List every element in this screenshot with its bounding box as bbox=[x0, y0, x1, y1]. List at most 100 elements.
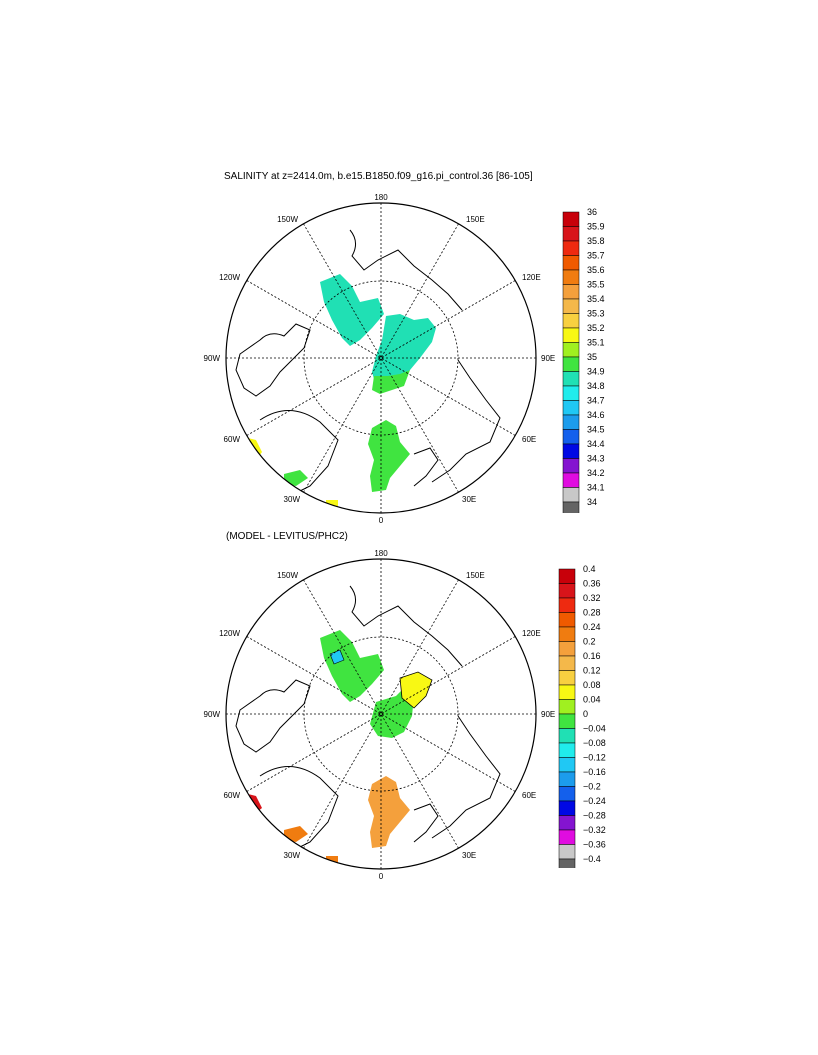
panel2-colorbar-label: −0.32 bbox=[583, 825, 606, 835]
panel1-title: SALINITY at z=2414.0m, b.e15.B1850.f09_g… bbox=[224, 171, 533, 182]
panel1-colorbar-swatch bbox=[562, 414, 580, 430]
panel2-colorbar-swatch bbox=[558, 771, 576, 787]
panel1-colorbar-swatch bbox=[562, 327, 580, 343]
panel1-colorbar-label: 34.7 bbox=[587, 396, 605, 406]
panel1-colorbar-swatch bbox=[562, 211, 580, 227]
panel1-colorbar-swatch bbox=[562, 458, 580, 474]
panel1-colorbar-swatch bbox=[562, 269, 580, 285]
panel2-lon-label: 90W bbox=[204, 710, 221, 719]
panel2-colorbar-swatch bbox=[558, 786, 576, 802]
panel1-colorbar-label: 35 bbox=[587, 352, 597, 362]
panel2-field-atlantic-1 bbox=[284, 826, 308, 842]
panel1-colorbar-swatch bbox=[562, 313, 580, 329]
panel1-colorbar-swatch bbox=[562, 226, 580, 242]
panel2-colorbar-swatch bbox=[558, 684, 576, 700]
panel1-colorbar-label: 34 bbox=[587, 497, 597, 507]
panel1-colorbar-swatch bbox=[562, 385, 580, 401]
panel2-colorbar-swatch bbox=[558, 742, 576, 758]
panel1-coastline-eurasia bbox=[431, 359, 501, 483]
panel1-colorbar-swatch bbox=[562, 255, 580, 271]
panel1-colorbar-swatch bbox=[562, 501, 580, 513]
panel2-colorbar-label: −0.2 bbox=[583, 782, 601, 792]
panel2-colorbar-label: 0.16 bbox=[583, 651, 601, 661]
panel2-lon-label: 0 bbox=[379, 872, 384, 881]
panel2-colorbar-label: 0.24 bbox=[583, 622, 601, 632]
panel1-colorbar-label: 34.4 bbox=[587, 439, 605, 449]
panel1-lon-label: 60W bbox=[224, 435, 241, 444]
panel1-colorbar-label: 34.5 bbox=[587, 425, 605, 435]
panel2-colorbar-label: 0.08 bbox=[583, 680, 601, 690]
panel1-coastline-greenland bbox=[259, 410, 339, 493]
panel2-colorbar-label: −0.16 bbox=[583, 767, 606, 777]
panel2-colorbar-swatch bbox=[558, 597, 576, 613]
panel2-colorbar-label: 0.28 bbox=[583, 608, 601, 618]
panel1-colorbar-label: 34.9 bbox=[587, 367, 605, 377]
panel2-colorbar-swatch bbox=[558, 583, 576, 599]
panel1-field-canada-basin bbox=[320, 274, 384, 346]
panel1-map-boundary bbox=[225, 202, 537, 514]
panel1-colorbar-swatch bbox=[562, 342, 580, 358]
panel2-lon-label: 180 bbox=[374, 549, 388, 558]
panel1-colorbar-label: 35.1 bbox=[587, 338, 605, 348]
panel1-lon-label: 120E bbox=[522, 273, 541, 282]
panel1-polar-map: 180 150E 150W 120E 120W 90E 90W 60E 60W … bbox=[204, 193, 556, 525]
panel1-lon-label: 90W bbox=[204, 354, 221, 363]
panel2-colorbar-swatch bbox=[558, 858, 576, 868]
panel1-field-lomonosov bbox=[372, 370, 410, 394]
panel2-colorbar-swatch bbox=[558, 728, 576, 744]
panel1-colorbar-label: 36 bbox=[587, 207, 597, 217]
panel2-colorbar-label: 0.32 bbox=[583, 593, 601, 603]
panel1-colorbar-swatch bbox=[562, 487, 580, 503]
panel1-lon-label: 30W bbox=[284, 495, 301, 504]
panel1-colorbar-swatch bbox=[562, 356, 580, 372]
panel2-colorbar-swatch bbox=[558, 641, 576, 657]
panel1-colorbar-label: 34.3 bbox=[587, 454, 605, 464]
panel2-colorbar-label: −0.24 bbox=[583, 796, 606, 806]
panel1-colorbar-swatch bbox=[562, 400, 580, 416]
panel2-lon-label: 120W bbox=[219, 629, 240, 638]
panel1-colorbar-label: 35.6 bbox=[587, 265, 605, 275]
panel1-colorbar-label: 34.8 bbox=[587, 381, 605, 391]
panel2-polar-map: 180 150E 150W 120E 120W 90E 90W 60E 60W … bbox=[204, 549, 556, 881]
panel1-colorbar-swatch bbox=[562, 298, 580, 314]
panel2-colorbar-label: −0.04 bbox=[583, 724, 606, 734]
panel1-colorbar: 36 35.9 35.8 35.7 35.6 35.5 35.4 35.3 35.2 35.1 35… bbox=[562, 207, 605, 513]
panel1-colorbar-swatch bbox=[562, 371, 580, 387]
panel2-map-boundary bbox=[225, 558, 537, 870]
panel1-colorbar-label: 34.2 bbox=[587, 468, 605, 478]
panel2-colorbar-label: −0.36 bbox=[583, 840, 606, 850]
panel1-colorbar-swatch bbox=[562, 240, 580, 256]
panel2-colorbar-label: −0.08 bbox=[583, 738, 606, 748]
panel2-field-positive-patch bbox=[399, 671, 433, 709]
panel2-coastline-siberia bbox=[349, 585, 463, 667]
panel2-colorbar-label: 0.36 bbox=[583, 579, 601, 589]
panel1-colorbar-label: 35.3 bbox=[587, 309, 605, 319]
panel2-colorbar-label: 0.04 bbox=[583, 695, 601, 705]
panel1-lon-label: 150W bbox=[277, 215, 298, 224]
panel1-colorbar-label: 35.8 bbox=[587, 236, 605, 246]
panel1-lon-label: 60E bbox=[522, 435, 536, 444]
panel1-colorbar-swatch bbox=[562, 429, 580, 445]
panel1-lon-label: 0 bbox=[379, 516, 384, 525]
panel1-field-norwegian-sea bbox=[368, 420, 410, 492]
panel1-lon-label: 120W bbox=[219, 273, 240, 282]
panel2-colorbar-swatch bbox=[558, 844, 576, 860]
panel2-colorbar-label: −0.28 bbox=[583, 811, 606, 821]
panel2-colorbar-swatch bbox=[558, 800, 576, 816]
panel1-colorbar-label: 35.9 bbox=[587, 222, 605, 232]
panel2-lon-label: 30W bbox=[284, 851, 301, 860]
panel2-field-negative-patch bbox=[329, 649, 345, 665]
panel2-title: (MODEL - LEVITUS/PHC2) bbox=[226, 531, 348, 542]
panel2-colorbar-swatch bbox=[558, 626, 576, 642]
panel2-colorbar-label: 0.4 bbox=[583, 564, 596, 574]
panel1-colorbar-swatch bbox=[562, 284, 580, 300]
panel1-field-eurasian-basin bbox=[372, 314, 436, 386]
panel1-colorbar-label: 35.2 bbox=[587, 323, 605, 333]
panel2-colorbar-label: −0.4 bbox=[583, 854, 601, 864]
panel2-colorbar-swatch bbox=[558, 713, 576, 729]
panel2-colorbar-swatch bbox=[558, 612, 576, 628]
panel2-colorbar-label: 0.2 bbox=[583, 637, 596, 647]
panel2-coastline-scandinavia bbox=[413, 803, 439, 843]
panel1-coastline-scandinavia bbox=[413, 447, 439, 487]
panel2-lon-label: 120E bbox=[522, 629, 541, 638]
